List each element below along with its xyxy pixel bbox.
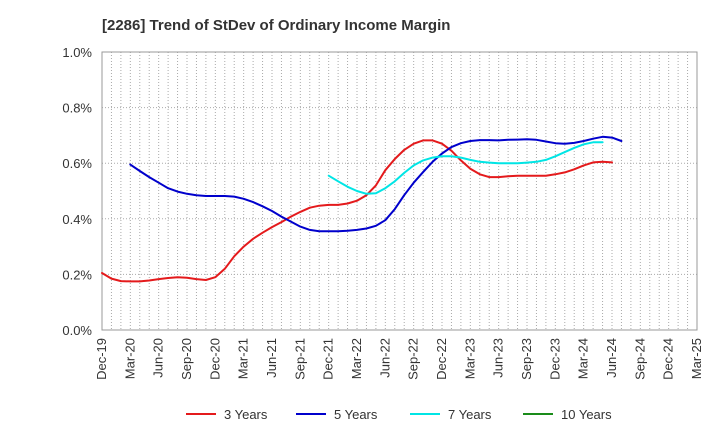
x-tick-label: Dec-19 [94,338,109,380]
x-tick-label: Dec-22 [434,338,449,380]
x-tick-label: Dec-23 [547,338,562,380]
x-tick-label: Sep-22 [406,338,421,380]
x-tick-label: Jun-24 [604,338,619,378]
plot-frame [101,51,698,331]
x-axis: Dec-19 Mar-20 Jun-20 Sep-20 Dec-20 Mar-21 Jun-… [94,338,704,380]
x-tick-label: Mar-24 [576,338,591,379]
series-line [101,139,613,283]
x-tick-label: Mar-22 [349,338,364,379]
x-tick-label: Sep-23 [519,338,534,380]
x-tick-label: Mar-23 [462,338,477,379]
legend-label: 3 Years [224,407,268,422]
y-tick-label: 0.0% [62,323,92,338]
y-tick-label: 0.6% [62,156,92,171]
x-tick-label: Jun-20 [151,338,166,378]
x-tick-label: Jun-22 [377,338,392,378]
series-line [129,135,623,233]
series-line [327,141,604,195]
y-tick-label: 0.2% [62,267,92,282]
y-tick-label: 0.8% [62,101,92,116]
x-tick-label: Dec-21 [321,338,336,380]
legend-label: 7 Years [448,407,492,422]
x-tick-label: Mar-20 [122,338,137,379]
x-tick-label: Sep-21 [292,338,307,380]
legend-label: 10 Years [561,407,612,422]
x-tick-label: Jun-21 [264,338,279,378]
x-tick-label: Dec-20 [207,338,222,380]
grid [102,52,697,330]
x-tick-label: Sep-24 [632,338,647,380]
x-tick-label: Mar-21 [236,338,251,379]
x-tick-label: Dec-24 [661,338,676,380]
y-axis: 0.0% 0.2% 0.4% 0.6% 0.8% 1.0% [62,45,92,338]
y-tick-label: 0.4% [62,212,92,227]
y-tick-label: 1.0% [62,45,92,60]
legend: 3 Years 5 Years 7 Years 10 Years [186,407,612,422]
x-tick-label: Jun-23 [491,338,506,378]
legend-label: 5 Years [334,407,378,422]
x-tick-label: Sep-20 [179,338,194,380]
chart-title: [2286] Trend of StDev of Ordinary Income… [102,17,450,34]
x-tick-label: Mar-25 [689,338,704,379]
series-lines [101,135,623,283]
